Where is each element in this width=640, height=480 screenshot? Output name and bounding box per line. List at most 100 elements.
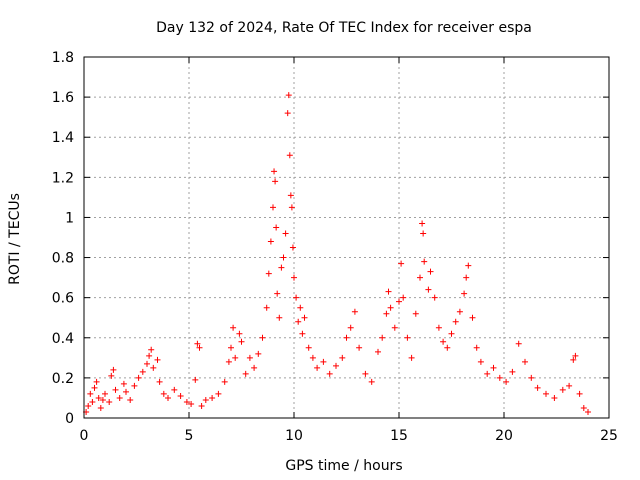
data-point <box>456 308 463 315</box>
data-point <box>97 404 104 411</box>
axis-ticks: 0 5 10 15 20 25 0 0.2 0.4 0.6 0.8 1 1.2 1.4 1.6 1.8 <box>52 50 618 444</box>
y-tick-label: 0 <box>65 411 74 427</box>
y-tick-label: 0.2 <box>52 371 74 387</box>
data-point <box>194 340 201 347</box>
data-point <box>150 364 157 371</box>
data-point <box>570 356 577 363</box>
data-point <box>135 374 142 381</box>
data-point <box>305 344 312 351</box>
data-point <box>301 314 308 321</box>
y-tick-label: 1 <box>65 210 74 226</box>
data-point <box>280 254 287 261</box>
data-point <box>291 274 297 281</box>
data-point <box>496 374 503 381</box>
data-point <box>91 384 98 391</box>
data-point <box>293 294 300 301</box>
data-point <box>246 354 253 361</box>
data-point <box>295 318 302 325</box>
data-point <box>320 358 327 365</box>
data-point <box>228 344 234 351</box>
data-point <box>412 310 419 317</box>
data-point <box>267 238 274 245</box>
data-point <box>106 398 113 405</box>
data-point <box>440 338 447 345</box>
data-point <box>448 330 455 337</box>
data-point <box>123 388 129 395</box>
data-point <box>297 304 304 311</box>
data-point <box>87 390 94 397</box>
data-point <box>198 402 205 409</box>
data-point <box>444 344 451 351</box>
y-tick-label: 1.8 <box>52 50 74 66</box>
data-point <box>99 396 106 403</box>
data-point <box>576 390 583 397</box>
data-point <box>465 262 472 269</box>
data-point <box>425 286 432 293</box>
data-point <box>221 378 228 385</box>
data-point <box>419 220 426 227</box>
data-point <box>242 370 249 377</box>
data-point <box>89 398 96 405</box>
data-point <box>368 378 375 385</box>
data-point <box>259 334 266 341</box>
data-point <box>484 370 491 377</box>
data-point <box>131 382 138 389</box>
data-point <box>127 396 134 403</box>
data-point <box>417 274 423 281</box>
data-point <box>473 344 480 351</box>
y-tick-label: 0.8 <box>52 251 74 267</box>
data-point <box>251 364 258 371</box>
data-point <box>282 230 289 237</box>
data-point <box>427 268 434 275</box>
data-point <box>202 396 209 403</box>
data-point <box>347 324 354 331</box>
data-point <box>326 370 333 377</box>
data-point <box>165 394 171 401</box>
data-point <box>160 390 167 397</box>
data-point <box>102 390 108 397</box>
y-tick-label: 0.6 <box>52 291 74 307</box>
data-point <box>477 358 484 365</box>
data-point <box>383 310 390 317</box>
data-point <box>120 380 127 387</box>
data-point <box>263 304 270 311</box>
data-point <box>559 386 566 393</box>
data-point <box>543 390 549 397</box>
data-point <box>230 324 237 331</box>
data-point <box>108 372 115 379</box>
x-tick-label: 0 <box>80 428 89 444</box>
data-point <box>196 344 203 351</box>
data-point <box>333 362 339 369</box>
grid-lines <box>84 57 609 418</box>
data-point <box>362 370 369 377</box>
x-tick-label: 5 <box>185 428 194 444</box>
y-tick-label: 1.2 <box>52 170 74 186</box>
data-point <box>469 314 476 321</box>
data-point <box>314 364 321 371</box>
chart-title: Day 132 of 2024, Rate Of TEC Index for r… <box>156 20 532 36</box>
data-point <box>276 314 283 321</box>
data-point <box>139 368 146 375</box>
data-point <box>156 378 163 385</box>
data-point <box>404 334 411 341</box>
data-point <box>209 394 216 401</box>
data-point <box>110 366 117 373</box>
data-point <box>391 324 398 331</box>
data-point <box>463 274 470 281</box>
data-point <box>148 346 155 353</box>
data-point <box>339 354 346 361</box>
data-point <box>585 408 591 415</box>
data-point <box>171 386 178 393</box>
data-point <box>572 352 579 359</box>
x-tick-label: 15 <box>390 428 408 444</box>
data-point <box>398 260 405 267</box>
x-tick-label: 20 <box>495 428 513 444</box>
data-point <box>408 354 415 361</box>
data-point <box>236 330 243 337</box>
data-point <box>271 168 278 175</box>
x-axis-label: GPS time / hours <box>285 458 402 474</box>
y-tick-label: 1.4 <box>52 130 74 146</box>
data-point <box>273 224 280 231</box>
data-point <box>421 258 428 265</box>
data-point <box>93 378 100 385</box>
